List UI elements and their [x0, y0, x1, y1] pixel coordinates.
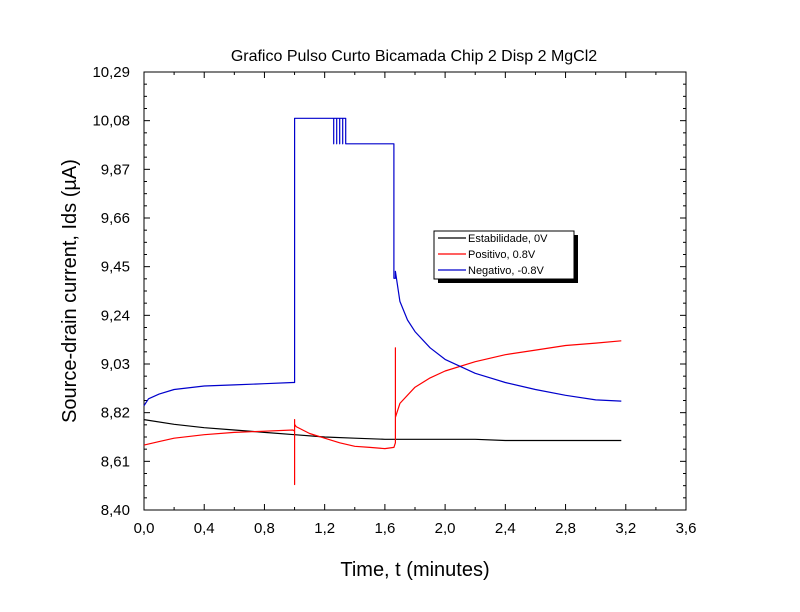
legend-label-estabilidade: Estabilidade, 0V [468, 233, 548, 245]
x-tick-label: 2,8 [555, 520, 576, 537]
legend-box [433, 230, 575, 280]
series-line-estabilidade [143, 419, 622, 442]
y-tick-label: 10,08 [92, 113, 130, 130]
y-tick-label: 9,87 [101, 161, 130, 178]
ticks-layer: 0,0 0,4 0,8 1,2 1,6 2,0 2,4 2,8 3,2 3,6 8,40 8,61 8,… [92, 64, 696, 537]
legend: Estabilidade, 0V Positivo, 0.8V Negativo… [433, 230, 578, 283]
y-tick-label: 8,40 [101, 502, 130, 519]
x-tick-label: 3,6 [676, 520, 697, 537]
y-axis-label: Source-drain current, Ids (µA) [59, 159, 81, 423]
x-tick-label: 2,4 [495, 520, 516, 537]
x-axis-label: Time, t (minutes) [340, 559, 489, 581]
x-tick-label: 2,0 [435, 520, 456, 537]
x-tick-label: 1,6 [374, 520, 395, 537]
legend-label-positivo: Positivo, 0.8V [468, 249, 536, 261]
series-line-negativo [143, 117, 622, 407]
y-tick-label: 9,24 [101, 307, 130, 324]
x-tick-label: 0,4 [194, 520, 215, 537]
x-tick-label: 1,2 [314, 520, 335, 537]
x-tick-label: 0,0 [134, 520, 155, 537]
y-tick-label: 9,66 [101, 210, 130, 227]
y-tick-label: 8,82 [101, 405, 130, 422]
plot-frame [143, 71, 687, 511]
series-line-positivo [143, 340, 622, 486]
x-tick-label: 0,8 [254, 520, 275, 537]
legend-label-negativo: Negativo, -0.8V [468, 265, 544, 277]
series-layer [143, 117, 622, 486]
chart-title: Grafico Pulso Curto Bicamada Chip 2 Disp… [231, 48, 597, 65]
y-tick-label: 9,45 [101, 259, 130, 276]
y-tick-label: 8,61 [101, 453, 130, 470]
x-tick-label: 3,2 [615, 520, 636, 537]
y-tick-label: 10,29 [92, 64, 130, 81]
y-tick-label: 9,03 [101, 356, 130, 373]
